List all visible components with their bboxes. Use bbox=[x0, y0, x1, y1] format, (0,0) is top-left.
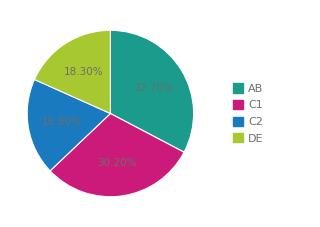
Text: 30.20%: 30.20% bbox=[98, 158, 137, 168]
Text: 32.70%: 32.70% bbox=[133, 83, 173, 93]
Wedge shape bbox=[35, 30, 110, 114]
Text: 18.80%: 18.80% bbox=[41, 117, 81, 127]
Wedge shape bbox=[110, 30, 194, 152]
Legend: AB, C1, C2, DE: AB, C1, C2, DE bbox=[230, 81, 266, 146]
Text: 18.30%: 18.30% bbox=[63, 67, 103, 76]
Wedge shape bbox=[27, 79, 110, 171]
Wedge shape bbox=[50, 114, 184, 197]
